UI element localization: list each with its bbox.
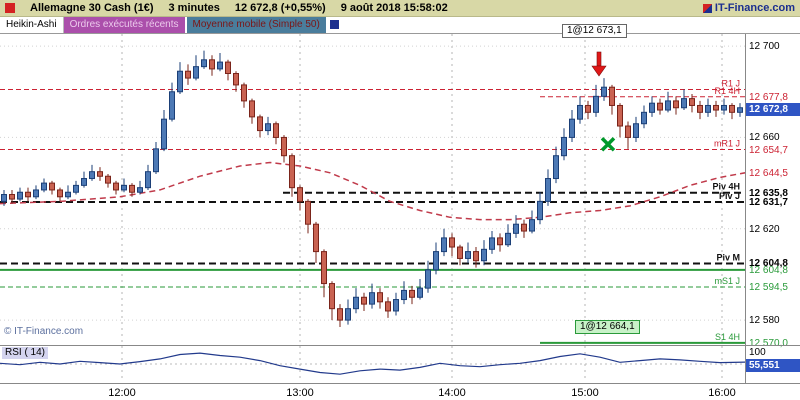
price-axis-label: 12 604,8 — [749, 258, 788, 269]
rsi-pane[interactable]: RSI ( 14) — [0, 345, 746, 383]
instrument-name: Allemagne 30 Cash (1€) — [30, 2, 154, 14]
level-tag: mR1 J — [714, 139, 740, 149]
rsi-axis[interactable]: 100 55,551 — [745, 345, 800, 383]
level-tag: mS1 J — [714, 276, 740, 286]
price-chart-canvas[interactable]: R1 J R1 4H mR1 J Piv 4H Piv J Piv M mS1 J S1 4H… — [0, 34, 745, 345]
level-tag: Piv J — [719, 191, 740, 201]
timeframe-label: 3 minutes — [168, 2, 220, 14]
indicator-color-swatch[interactable] — [329, 20, 339, 29]
tab-heikin-ashi[interactable]: Heikin-Ashi — [0, 17, 64, 33]
price-axis-label: 12 570,0 — [749, 338, 788, 349]
rsi-current-value-badge: 55,551 — [746, 359, 800, 372]
price-axis-label: 12 604,8 — [749, 265, 788, 276]
rsi-indicator-label[interactable]: RSI ( 14) — [2, 347, 49, 359]
tab-moyenne-mobile[interactable]: Moyenne mobile (Simple 50) — [186, 17, 326, 33]
price-axis-label: 12 644,5 — [749, 168, 788, 179]
tab-ordres-executes[interactable]: Ordres exécutés récents — [63, 17, 185, 33]
level-tag: R1 4H — [714, 86, 740, 96]
ma50-curve — [0, 161, 745, 221]
level-tag: R1 J — [721, 78, 740, 88]
datetime-label: 9 août 2018 15:58:02 — [340, 2, 448, 14]
sell-arrow-head-icon — [591, 65, 607, 77]
brand-icon — [702, 3, 712, 13]
brand-name: IT-Finance.com — [714, 2, 795, 14]
tab-bar: Heikin-Ashi Ordres exécutés récents Moye… — [0, 17, 800, 34]
rsi-line — [0, 352, 746, 375]
close-cross-icon — [600, 137, 616, 152]
level-tag: Piv 4H — [712, 182, 740, 192]
price-axis-label: 12 635,8 — [749, 188, 788, 199]
level-tag: Piv M — [716, 252, 740, 262]
price-axis-label: 12 620 — [749, 224, 780, 235]
price-axis-label: 12 654,7 — [749, 145, 788, 156]
time-axis-label: 14:00 — [438, 387, 466, 399]
time-axis[interactable]: 12:00 13:00 14:00 15:00 16:00 — [0, 383, 800, 400]
price-axis[interactable]: 12 700 12 660 12 620 12 580 12 677,8 12 654,7… — [745, 34, 800, 349]
watermark: © IT-Finance.com — [4, 326, 84, 337]
price-axis-label: 12 631,7 — [749, 197, 788, 208]
price-axis-label: 12 580 — [749, 315, 780, 326]
level-tag: S1 4H — [715, 332, 740, 342]
header-bar: Allemagne 30 Cash (1€) 3 minutes 12 672,… — [0, 0, 800, 17]
price-axis-label: 12 700 — [749, 41, 780, 52]
itfinance-brand: IT-Finance.com — [702, 2, 795, 14]
last-price: 12 672,8 (+0,55%) — [234, 2, 326, 14]
candles-layer — [1, 50, 743, 327]
time-axis-label: 16:00 — [708, 387, 736, 399]
price-axis-label: 12 677,8 — [749, 92, 788, 103]
sell-arrow-icon — [596, 51, 602, 67]
sell-execution-badge: 1@12 673,1 — [562, 24, 627, 38]
time-axis-label: 13:00 — [286, 387, 314, 399]
current-price-badge: 12 672,8 — [746, 103, 800, 116]
time-axis-label: 12:00 — [108, 387, 136, 399]
price-axis-label: 12 594,5 — [749, 282, 788, 293]
price-axis-label: 12 660 — [749, 132, 780, 143]
rsi-max-label: 100 — [749, 347, 766, 358]
time-axis-label: 15:00 — [571, 387, 599, 399]
buy-execution-badge: 1@12 664,1 — [575, 320, 640, 334]
rsi-chart[interactable] — [0, 346, 746, 382]
app-icon — [5, 3, 15, 13]
